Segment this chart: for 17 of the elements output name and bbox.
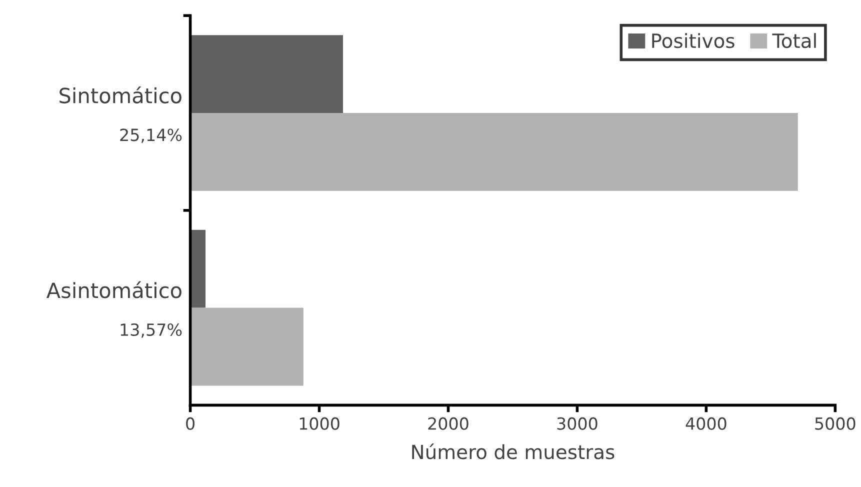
text: 13,57% (120, 323, 182, 338)
bar (190, 308, 304, 386)
bar (190, 35, 343, 113)
x-tick-label: 1000 (300, 417, 340, 430)
bar (190, 112, 798, 191)
legend-label: Total (772, 33, 816, 48)
y-tick-label: Sintomático (60, 86, 182, 104)
x-tick-label: 3000 (557, 417, 598, 430)
y-tick-label: Asintomático (46, 281, 182, 298)
x-tick-label: 0 (186, 417, 194, 430)
bar (190, 230, 206, 308)
x-tick-label: 5000 (815, 417, 856, 430)
x-tick-label: 2000 (428, 417, 468, 430)
x-axis-title: Número de muestras (412, 443, 614, 460)
x-tick-label: 4000 (686, 417, 726, 430)
legend-label: Positivos (652, 33, 734, 48)
text: 25,14% (120, 128, 182, 143)
